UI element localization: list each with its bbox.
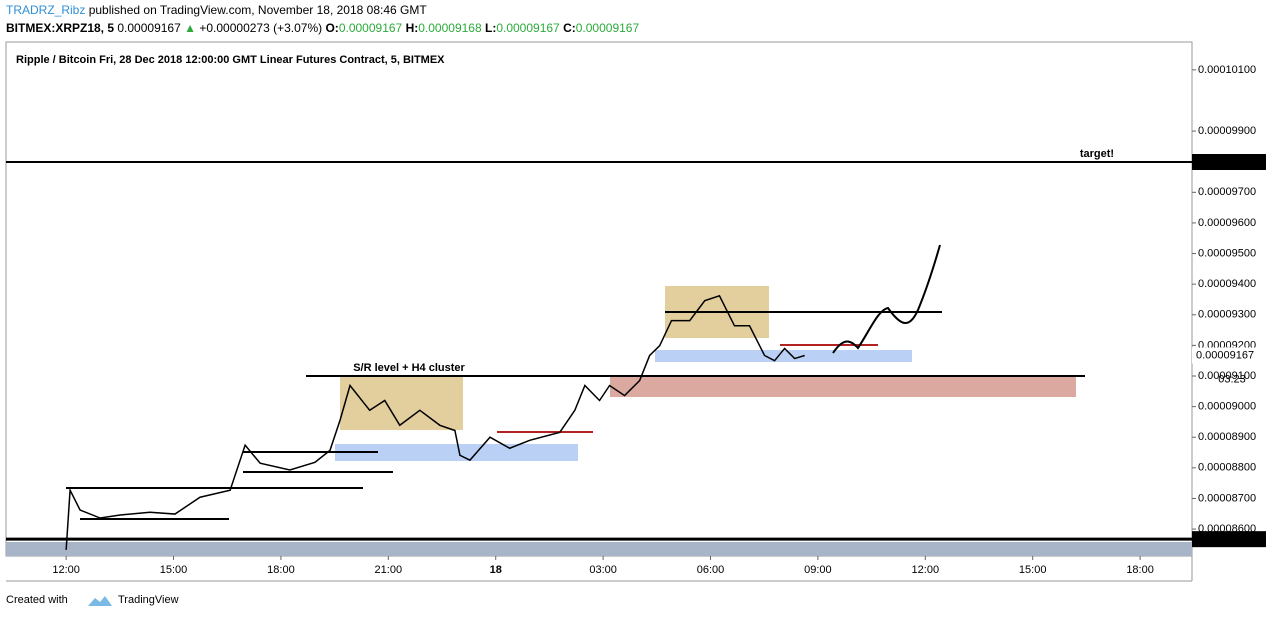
y-tick-label: 0.00009100 [1198,370,1256,382]
y-tick-label: 0.00009900 [1198,125,1256,137]
x-tick-label: 18 [490,564,502,576]
low-band [6,542,1192,556]
change: +0.00000273 (+3.07%) [199,21,322,35]
tv-logo [88,596,112,606]
y-tick-label: 0.00009000 [1198,401,1256,413]
x-tick-label: 06:00 [697,564,725,576]
h-label: H: [406,21,419,35]
x-tick-label: 21:00 [375,564,403,576]
y-tick-label: 0.00009700 [1198,186,1256,198]
o: 0.00009167 [339,21,403,35]
x-tick-label: 15:00 [160,564,188,576]
y-tick-label: 0.00009600 [1198,217,1256,229]
l: 0.00009167 [496,21,560,35]
y-tick-label: 0.00008900 [1198,431,1256,443]
symbol-line: BITMEX:XRPZ18, 5 0.00009167 ▲ +0.0000027… [6,21,639,35]
footer-brand[interactable]: TradingView [118,594,179,606]
price-label-bg [1192,347,1266,364]
price-label-bg [1192,531,1266,548]
price-label: 0.00008567 [1196,533,1254,545]
projection-curve [832,244,941,354]
x-tick-label: 18:00 [1126,564,1154,576]
annotation: S/R level + H4 cluster [353,362,465,374]
author: TRADRZ_Ribz [6,3,85,17]
last: 0.00009167 [117,21,181,35]
x-tick-label: 15:00 [1019,564,1047,576]
x-tick-label: 12:00 [52,564,80,576]
h: 0.00009168 [418,21,482,35]
price-label: 0.00009167 [1196,349,1254,361]
up-arrow: ▲ [184,21,196,35]
plot-frame [5,41,1193,557]
blue-zone [655,350,912,362]
footer-created: Created with [6,594,68,606]
l-label: L: [485,21,496,35]
countdown: 03:23 [1218,373,1246,385]
y-tick-label: 0.00010100 [1198,64,1256,76]
o-label: O: [325,21,338,35]
annotation: target! [1080,148,1114,160]
x-tick-label: 03:00 [589,564,617,576]
x-tick-label: 09:00 [804,564,832,576]
price-line-series [65,294,805,550]
tan-zone [340,375,463,430]
c: 0.00009167 [576,21,640,35]
chart-title: Ripple / Bitcoin Fri, 28 Dec 2018 12:00:… [16,54,445,66]
y-tick-label: 0.00009300 [1198,309,1256,321]
y-tick-label: 0.00008800 [1198,462,1256,474]
price-label: 0.00009799 [1196,156,1254,168]
published: published on TradingView.com, November 1… [89,3,428,17]
x-tick-label: 12:00 [912,564,940,576]
symbol: BITMEX:XRPZ18, 5 [6,21,114,35]
blue-zone [335,444,578,461]
y-tick-label: 0.00009500 [1198,247,1256,259]
y-tick-label: 0.00008700 [1198,492,1256,504]
c-label: C: [563,21,576,35]
red-zone [610,375,1076,397]
x-tick-label: 18:00 [267,564,295,576]
y-tick-label: 0.00009400 [1198,278,1256,290]
price-label-bg [1192,154,1266,171]
header-line: TRADRZ_Ribz published on TradingView.com… [6,3,427,17]
